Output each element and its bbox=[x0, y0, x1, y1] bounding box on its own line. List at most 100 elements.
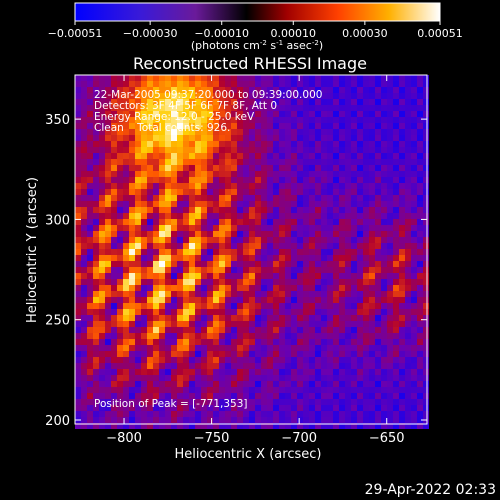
heatmap-cell bbox=[297, 273, 303, 279]
heatmap-cell bbox=[225, 333, 231, 339]
heatmap-cell bbox=[201, 279, 207, 285]
heatmap-cell bbox=[225, 81, 231, 87]
heatmap-cell bbox=[207, 123, 213, 129]
heatmap-cell bbox=[141, 207, 147, 213]
heatmap-cell bbox=[171, 345, 177, 351]
heatmap-cell bbox=[165, 297, 171, 303]
heatmap-cell bbox=[81, 267, 87, 273]
heatmap-cell bbox=[369, 417, 375, 423]
heatmap-cell bbox=[117, 411, 123, 417]
heatmap-cell bbox=[153, 207, 159, 213]
heatmap-cell bbox=[327, 135, 333, 141]
heatmap-cell bbox=[405, 363, 411, 369]
heatmap-cell bbox=[411, 195, 417, 201]
heatmap-cell bbox=[225, 207, 231, 213]
heatmap-cell bbox=[99, 243, 105, 249]
heatmap-cell bbox=[249, 129, 255, 135]
heatmap-cell bbox=[369, 381, 375, 387]
heatmap-cell bbox=[399, 423, 405, 429]
heatmap-cell bbox=[123, 123, 129, 129]
heatmap-cell bbox=[285, 411, 291, 417]
heatmap-cell bbox=[213, 189, 219, 195]
heatmap-cell bbox=[321, 369, 327, 375]
heatmap-cell bbox=[369, 195, 375, 201]
heatmap-cell bbox=[381, 411, 387, 417]
heatmap-cell bbox=[141, 75, 147, 81]
heatmap-cell bbox=[363, 273, 369, 279]
heatmap-cell bbox=[243, 153, 249, 159]
heatmap-cell bbox=[81, 81, 87, 87]
heatmap-cell bbox=[93, 345, 99, 351]
heatmap-cell bbox=[195, 417, 201, 423]
heatmap-cell bbox=[255, 147, 261, 153]
heatmap-cell bbox=[423, 405, 429, 411]
heatmap-cell bbox=[399, 75, 405, 81]
heatmap-cell bbox=[159, 153, 165, 159]
heatmap-cell bbox=[417, 357, 423, 363]
heatmap-cell bbox=[111, 279, 117, 285]
heatmap-cell bbox=[153, 135, 159, 141]
heatmap-cell bbox=[159, 195, 165, 201]
heatmap-cell bbox=[327, 147, 333, 153]
heatmap-cell bbox=[369, 111, 375, 117]
heatmap-cell bbox=[129, 147, 135, 153]
heatmap-cell bbox=[243, 327, 249, 333]
heatmap-cell bbox=[363, 261, 369, 267]
heatmap-cell bbox=[273, 321, 279, 327]
heatmap-cell bbox=[87, 297, 93, 303]
heatmap-cell bbox=[225, 417, 231, 423]
heatmap-cell bbox=[321, 93, 327, 99]
heatmap-cell bbox=[195, 141, 201, 147]
heatmap-cell bbox=[105, 81, 111, 87]
heatmap-cell bbox=[189, 177, 195, 183]
heatmap-cell bbox=[81, 105, 87, 111]
heatmap-cell bbox=[417, 195, 423, 201]
heatmap-cell bbox=[105, 129, 111, 135]
heatmap-cell bbox=[351, 159, 357, 165]
heatmap-cell bbox=[105, 93, 111, 99]
heatmap-cell bbox=[387, 129, 393, 135]
heatmap-cell bbox=[411, 99, 417, 105]
heatmap-cell bbox=[303, 159, 309, 165]
heatmap-cell bbox=[417, 261, 423, 267]
heatmap-cell bbox=[219, 261, 225, 267]
heatmap-cell bbox=[315, 261, 321, 267]
heatmap-cell bbox=[321, 303, 327, 309]
heatmap-cell bbox=[171, 237, 177, 243]
heatmap-cell bbox=[171, 327, 177, 333]
heatmap-cell bbox=[237, 189, 243, 195]
heatmap-cell bbox=[273, 237, 279, 243]
heatmap-cell bbox=[141, 225, 147, 231]
heatmap-cell bbox=[333, 387, 339, 393]
heatmap-cell bbox=[201, 339, 207, 345]
heatmap-cell bbox=[189, 189, 195, 195]
heatmap-cell bbox=[225, 219, 231, 225]
heatmap-cell bbox=[309, 405, 315, 411]
heatmap-cell bbox=[249, 363, 255, 369]
heatmap-cell bbox=[111, 261, 117, 267]
heatmap-cell bbox=[357, 171, 363, 177]
heatmap-cell bbox=[327, 393, 333, 399]
heatmap-cell bbox=[129, 393, 135, 399]
heatmap-cell bbox=[165, 171, 171, 177]
heatmap-cell bbox=[129, 183, 135, 189]
heatmap-cell bbox=[87, 261, 93, 267]
heatmap-cell bbox=[237, 219, 243, 225]
heatmap-cell bbox=[327, 411, 333, 417]
heatmap-cell bbox=[111, 345, 117, 351]
heatmap-cell bbox=[303, 81, 309, 87]
heatmap-cell bbox=[423, 159, 429, 165]
heatmap-cell bbox=[81, 189, 87, 195]
heatmap-cell bbox=[183, 309, 189, 315]
heatmap-cell bbox=[339, 111, 345, 117]
heatmap-cell bbox=[99, 339, 105, 345]
heatmap-cell bbox=[147, 285, 153, 291]
heatmap-cell bbox=[153, 417, 159, 423]
heatmap-cell bbox=[315, 363, 321, 369]
heatmap-cell bbox=[159, 243, 165, 249]
heatmap-cell bbox=[207, 303, 213, 309]
heatmap-cell bbox=[309, 105, 315, 111]
heatmap-cell bbox=[363, 417, 369, 423]
heatmap-cell bbox=[225, 327, 231, 333]
heatmap-cell bbox=[99, 387, 105, 393]
